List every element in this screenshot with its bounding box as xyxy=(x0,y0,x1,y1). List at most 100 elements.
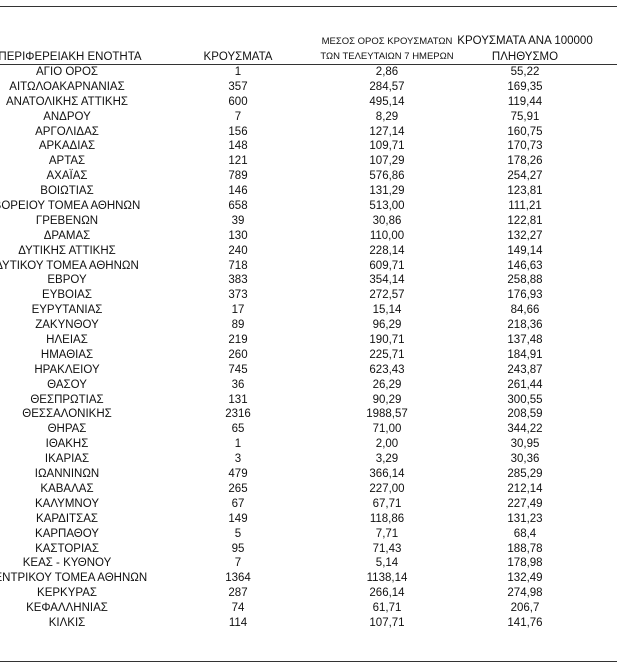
table-row: ΚΑΛΥΜΝΟΥ 67 67,71 227,49 xyxy=(0,497,617,512)
cell-cases-per-100k: 122,81 xyxy=(507,214,543,227)
cell-cases-per-100k: 111,21 xyxy=(508,200,542,213)
cell-region: ΔΥΤΙΚΟΥ ΤΟΜΕΑ ΑΘΗΝΩΝ xyxy=(0,259,139,272)
cell-region: ΘΕΣΣΑΛΟΝΙΚΗΣ xyxy=(22,408,112,421)
cell-region: ΚΑΛΥΜΝΟΥ xyxy=(35,497,99,510)
table-row: ΔΥΤΙΚΗΣ ΑΤΤΙΚΗΣ 240 228,14 149,14 xyxy=(0,244,617,259)
cell-avg-7-days: 366,14 xyxy=(369,468,405,481)
table-row: ΔΥΤΙΚΟΥ ΤΟΜΕΑ ΑΘΗΝΩΝ 718 609,71 146,63 xyxy=(0,259,617,274)
cell-avg-7-days: 7,71 xyxy=(375,527,399,540)
table-row: ΑΓΙΟ ΟΡΟΣ 1 2,86 55,22 xyxy=(0,65,617,80)
cell-cases: 718 xyxy=(228,259,248,272)
cell-cases-per-100k: 254,27 xyxy=(507,170,543,183)
table-row: ΑΙΤΩΛΟΑΚΑΡΝΑΝΙΑΣ 357 284,57 169,35 xyxy=(0,80,617,95)
cell-avg-7-days: 5,14 xyxy=(375,557,399,570)
cell-avg-7-days: 228,14 xyxy=(369,244,405,257)
cell-cases-per-100k: 208,59 xyxy=(507,408,543,421)
table-row: ΗΜΑΘΙΑΣ 260 225,71 184,91 xyxy=(0,348,617,363)
table-row: ΚΕΑΣ - ΚΥΘΝΟΥ 7 5,14 178,98 xyxy=(0,556,617,571)
table-row: ΗΛΕΙΑΣ 219 190,71 137,48 xyxy=(0,333,617,348)
cell-cases: 1364 xyxy=(225,572,251,585)
table-row: ΕΥΒΟΙΑΣ 373 272,57 176,93 xyxy=(0,288,617,303)
cell-region: ΒΟΙΩΤΙΑΣ xyxy=(40,185,94,198)
cell-cases-per-100k: 184,91 xyxy=(507,348,543,361)
cell-region: ΓΡΕΒΕΝΩΝ xyxy=(35,214,99,227)
cell-region: ΑΡΚΑΔΙΑΣ xyxy=(38,140,96,153)
cell-avg-7-days: 284,57 xyxy=(369,80,405,93)
data-table: ΑΓΙΟ ΟΡΟΣ 1 2,86 55,22 ΑΙΤΩΛΟΑΚΑΡΝΑΝΙΑΣ 357 28… xyxy=(0,65,617,631)
cell-cases-per-100k: 243,87 xyxy=(507,363,543,376)
cell-cases: 5 xyxy=(234,527,242,540)
cell-cases: 65 xyxy=(231,423,245,436)
cell-cases-per-100k: 261,44 xyxy=(507,378,543,391)
bottom-rule xyxy=(0,661,617,662)
table-row: ΕΒΡΟΥ 383 354,14 258,88 xyxy=(0,273,617,288)
header-per100k-line1: ΚΡΟΥΣΜΑΤΑ ΑΝΑ 100000 xyxy=(457,35,593,47)
cell-region: ΚΕΑΣ - ΚΥΘΝΟΥ xyxy=(22,557,112,570)
cell-cases-per-100k: 206,7 xyxy=(510,602,540,615)
cell-avg-7-days: 3,29 xyxy=(375,453,399,466)
table-row: ΑΡΚΑΔΙΑΣ 148 109,71 170,73 xyxy=(0,139,617,154)
table-row: ΒΟΡΕΙΟΥ ΤΟΜΕΑ ΑΘΗΝΩΝ 658 513,00 111,21 xyxy=(0,199,617,214)
table-row: ΘΕΣΠΡΩΤΙΑΣ 131 90,29 300,55 xyxy=(0,393,617,408)
cell-cases: 148 xyxy=(228,140,248,153)
cell-region: ΚΑΡΔΙΤΣΑΣ xyxy=(36,512,98,525)
cell-region: ΚΕΦΑΛΛΗΝΙΑΣ xyxy=(26,602,108,615)
cell-cases-per-100k: 141,76 xyxy=(507,616,543,629)
cell-cases-per-100k: 160,75 xyxy=(507,125,543,138)
cell-avg-7-days: 225,71 xyxy=(369,348,405,361)
table-row: ΙΚΑΡΙΑΣ 3 3,29 30,36 xyxy=(0,452,617,467)
cell-cases: 260 xyxy=(228,348,248,361)
table-row: ΙΩΑΝΝΙΝΩΝ 479 366,14 285,29 xyxy=(0,467,617,482)
table-row: ΚΑΒΑΛΑΣ 265 227,00 212,14 xyxy=(0,482,617,497)
cell-region: ΗΛΕΙΑΣ xyxy=(46,334,88,347)
cell-cases: 67 xyxy=(231,497,245,510)
cell-region: ΑΙΤΩΛΟΑΚΑΡΝΑΝΙΑΣ xyxy=(9,80,125,93)
cell-avg-7-days: 26,29 xyxy=(372,378,402,391)
table-row: ΕΥΡΥΤΑΝΙΑΣ 17 15,14 84,66 xyxy=(0,303,617,318)
cell-avg-7-days: 107,29 xyxy=(369,155,405,168)
table-row: ΑΝΑΤΟΛΙΚΗΣ ΑΤΤΙΚΗΣ 600 495,14 119,44 xyxy=(0,95,617,110)
cell-avg-7-days: 354,14 xyxy=(369,274,405,287)
cell-avg-7-days: 576,86 xyxy=(369,170,405,183)
table-row: ΖΑΚΥΝΘΟΥ 89 96,29 218,36 xyxy=(0,318,617,333)
cell-cases-per-100k: 178,26 xyxy=(507,155,543,168)
cell-cases-per-100k: 178,98 xyxy=(507,557,543,570)
cell-cases: 121 xyxy=(228,155,248,168)
cell-region: ΑΓΙΟ ΟΡΟΣ xyxy=(35,66,99,78)
cell-avg-7-days: 272,57 xyxy=(369,289,405,302)
cell-avg-7-days: 623,43 xyxy=(369,363,405,376)
table-row: ΓΡΕΒΕΝΩΝ 39 30,86 122,81 xyxy=(0,214,617,229)
table-row: ΚΙΛΚΙΣ 114 107,71 141,76 xyxy=(0,616,617,631)
cell-cases-per-100k: 212,14 xyxy=(507,482,543,495)
cell-region: ΚΕΝΤΡΙΚΟΥ ΤΟΜΕΑ ΑΘΗΝΩΝ xyxy=(0,572,148,585)
cell-cases: 131 xyxy=(228,393,248,406)
cell-region: ΙΚΑΡΙΑΣ xyxy=(44,453,90,466)
cell-cases-per-100k: 75,91 xyxy=(510,110,540,123)
cell-cases: 789 xyxy=(228,170,248,183)
cell-avg-7-days: 118,86 xyxy=(369,512,405,525)
table-row: ΚΕΝΤΡΙΚΟΥ ΤΟΜΕΑ ΑΘΗΝΩΝ 1364 1138,14 132,49 xyxy=(0,571,617,586)
table-row: ΙΘΑΚΗΣ 1 2,00 30,95 xyxy=(0,437,617,452)
cell-region: ΘΗΡΑΣ xyxy=(47,423,87,436)
table-row: ΒΟΙΩΤΙΑΣ 146 131,29 123,81 xyxy=(0,184,617,199)
cell-region: ΑΝΑΤΟΛΙΚΗΣ ΑΤΤΙΚΗΣ xyxy=(5,95,129,108)
cell-cases: 479 xyxy=(228,468,248,481)
table-row: ΚΕΦΑΛΛΗΝΙΑΣ 74 61,71 206,7 xyxy=(0,601,617,616)
cell-cases: 745 xyxy=(228,363,248,376)
cell-avg-7-days: 71,43 xyxy=(372,542,402,555)
header-cases: ΚΡΟΥΣΜΑΤΑ xyxy=(203,51,273,63)
header-avg-line1: ΜΕΣΟΣ ΟΡΟΣ ΚΡΟΥΣΜΑΤΩΝ xyxy=(321,36,453,47)
cell-region: ΘΕΣΠΡΩΤΙΑΣ xyxy=(30,393,104,406)
cell-cases: 3 xyxy=(234,453,242,466)
cell-cases: 600 xyxy=(228,95,248,108)
cell-avg-7-days: 67,71 xyxy=(372,497,402,510)
cell-cases-per-100k: 176,93 xyxy=(507,289,543,302)
cell-cases: 1 xyxy=(234,438,242,451)
cell-avg-7-days: 109,71 xyxy=(369,140,405,153)
header-avg-line2: ΤΩΝ ΤΕΛΕΥΤΑΙΩΝ 7 ΗΜΕΡΩΝ xyxy=(320,51,454,62)
cell-cases-per-100k: 258,88 xyxy=(507,274,543,287)
cell-avg-7-days: 266,14 xyxy=(369,587,405,600)
cell-region: ΔΡΑΜΑΣ xyxy=(43,229,91,242)
cell-region: ΒΟΡΕΙΟΥ ΤΟΜΕΑ ΑΘΗΝΩΝ xyxy=(0,200,141,213)
table-row: ΑΡΓΟΛΙΔΑΣ 156 127,14 160,75 xyxy=(0,125,617,140)
